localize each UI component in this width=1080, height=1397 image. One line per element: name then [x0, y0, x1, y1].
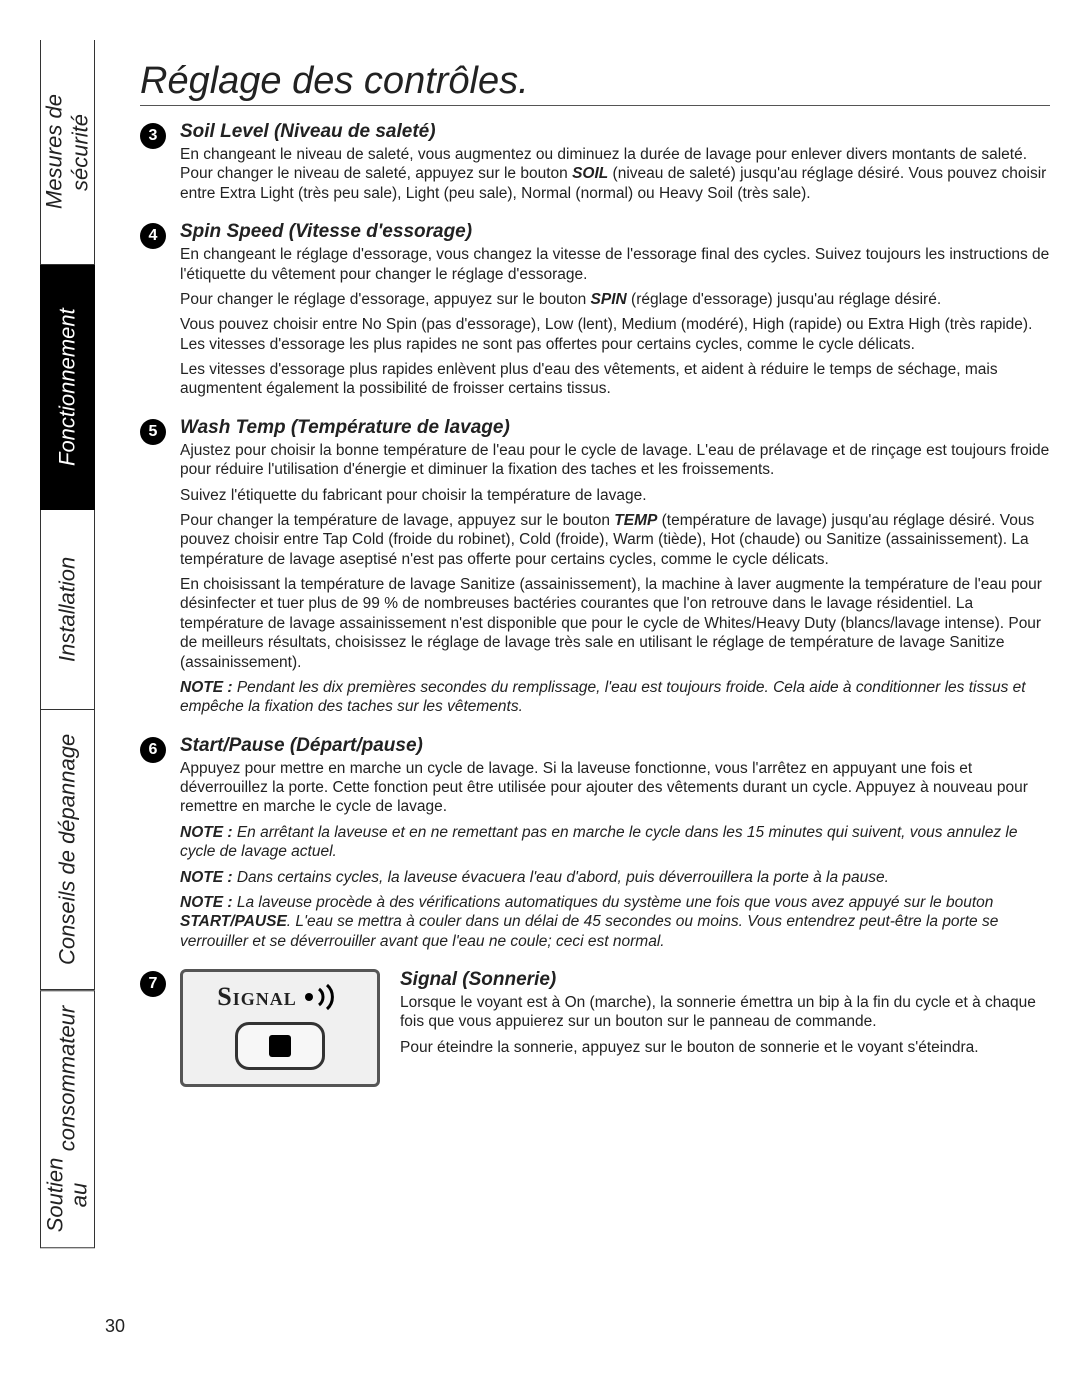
note-label: NOTE : — [180, 869, 233, 886]
note-start-1: NOTE : En arrêtant la laveuse et en ne r… — [180, 823, 1050, 862]
step-number-5: 5 — [140, 419, 166, 445]
para-temp-4: En choisissant la température de lavage … — [180, 575, 1050, 672]
para-spin-3: Vous pouvez choisir entre No Spin (pas d… — [180, 315, 1050, 354]
tab-mesures-securite[interactable]: Mesures de sécurité — [40, 40, 95, 265]
temp-button-name: TEMP — [614, 512, 657, 529]
step-number-3: 3 — [140, 123, 166, 149]
section-start-pause: 6 Start/Pause (Départ/pause) Appuyez pou… — [140, 735, 1050, 957]
heading-spin-speed: Spin Speed (Vitesse d'essorage) — [180, 221, 1050, 243]
heading-signal: Signal (Sonnerie) — [400, 969, 1050, 991]
section-spin-speed: 4 Spin Speed (Vitesse d'essorage) En cha… — [140, 221, 1050, 405]
signal-word: Signal — [217, 982, 296, 1012]
step-number-4: 4 — [140, 223, 166, 249]
para-signal-1: Lorsque le voyant est à On (marche), la … — [400, 993, 1050, 1032]
note-text: En arrêtant la laveuse et en ne remettan… — [180, 824, 1017, 860]
note-label: NOTE : — [180, 894, 233, 911]
page-title: Réglage des contrôles. — [140, 60, 1050, 106]
tab-soutien-line2: consommateur — [55, 1006, 79, 1152]
sound-icon — [303, 983, 343, 1011]
side-tab-strip: Mesures de sécurité Fonctionnement Insta… — [40, 40, 95, 1287]
note-text: Dans certains cycles, la laveuse évacuer… — [233, 869, 889, 886]
signal-button-illustration — [235, 1022, 325, 1070]
note-label: NOTE : — [180, 679, 233, 696]
tab-soutien-line1: Soutien au — [43, 1158, 91, 1233]
tab-installation[interactable]: Installation — [40, 510, 95, 710]
para-temp-2: Suivez l'étiquette du fabricant pour cho… — [180, 486, 1050, 505]
para-start-1: Appuyez pour mettre en marche un cycle d… — [180, 759, 1050, 817]
para-spin-1: En changeant le réglage d'essorage, vous… — [180, 245, 1050, 284]
text: Pour changer la température de lavage, a… — [180, 512, 614, 529]
tab-conseils-depannage[interactable]: Conseils de dépannage — [40, 710, 95, 990]
para-spin-4: Les vitesses d'essorage plus rapides enl… — [180, 360, 1050, 399]
text: (réglage d'essorage) jusqu'au réglage dé… — [627, 291, 941, 308]
tab-soutien-consommateur[interactable]: Soutien au consommateur — [40, 990, 95, 1248]
note-start-3: NOTE : La laveuse procède à des vérifica… — [180, 893, 1050, 951]
para-soil-level: En changeant le niveau de saleté, vous a… — [180, 145, 1050, 203]
signal-panel-illustration: Signal — [180, 969, 380, 1087]
step-number-7: 7 — [140, 971, 166, 997]
tab-fonctionnement[interactable]: Fonctionnement — [40, 265, 95, 510]
text: Pour changer le réglage d'essorage, appu… — [180, 291, 591, 308]
soil-button-name: SOIL — [572, 165, 608, 182]
para-spin-2: Pour changer le réglage d'essorage, appu… — [180, 290, 1050, 309]
note-label: NOTE : — [180, 824, 233, 841]
section-signal: 7 Signal Signal — [140, 969, 1050, 1087]
page-number: 30 — [105, 1316, 125, 1337]
note-text: . L'eau se mettra à couler dans un délai… — [180, 913, 998, 949]
note-text: La laveuse procède à des vérifications a… — [233, 894, 994, 911]
section-soil-level: 3 Soil Level (Niveau de saleté) En chang… — [140, 121, 1050, 209]
note-temp: NOTE : Pendant les dix premières seconde… — [180, 678, 1050, 717]
spin-button-name: SPIN — [591, 291, 627, 308]
note-start-2: NOTE : Dans certains cycles, la laveuse … — [180, 868, 1050, 887]
para-temp-3: Pour changer la température de lavage, a… — [180, 511, 1050, 569]
step-number-6: 6 — [140, 737, 166, 763]
heading-soil-level: Soil Level (Niveau de saleté) — [180, 121, 1050, 143]
signal-label-row: Signal — [217, 982, 342, 1012]
heading-start-pause: Start/Pause (Départ/pause) — [180, 735, 1050, 757]
signal-button-square — [269, 1035, 291, 1057]
para-temp-1: Ajustez pour choisir la bonne températur… — [180, 441, 1050, 480]
note-text: Pendant les dix premières secondes du re… — [180, 679, 1026, 715]
manual-page: Mesures de sécurité Fonctionnement Insta… — [0, 0, 1080, 1397]
para-signal-2: Pour éteindre la sonnerie, appuyez sur l… — [400, 1038, 1050, 1057]
content-area: Réglage des contrôles. 3 Soil Level (Niv… — [110, 60, 1050, 1087]
heading-wash-temp: Wash Temp (Température de lavage) — [180, 417, 1050, 439]
start-pause-button-name: START/PAUSE — [180, 913, 287, 930]
section-wash-temp: 5 Wash Temp (Température de lavage) Ajus… — [140, 417, 1050, 723]
